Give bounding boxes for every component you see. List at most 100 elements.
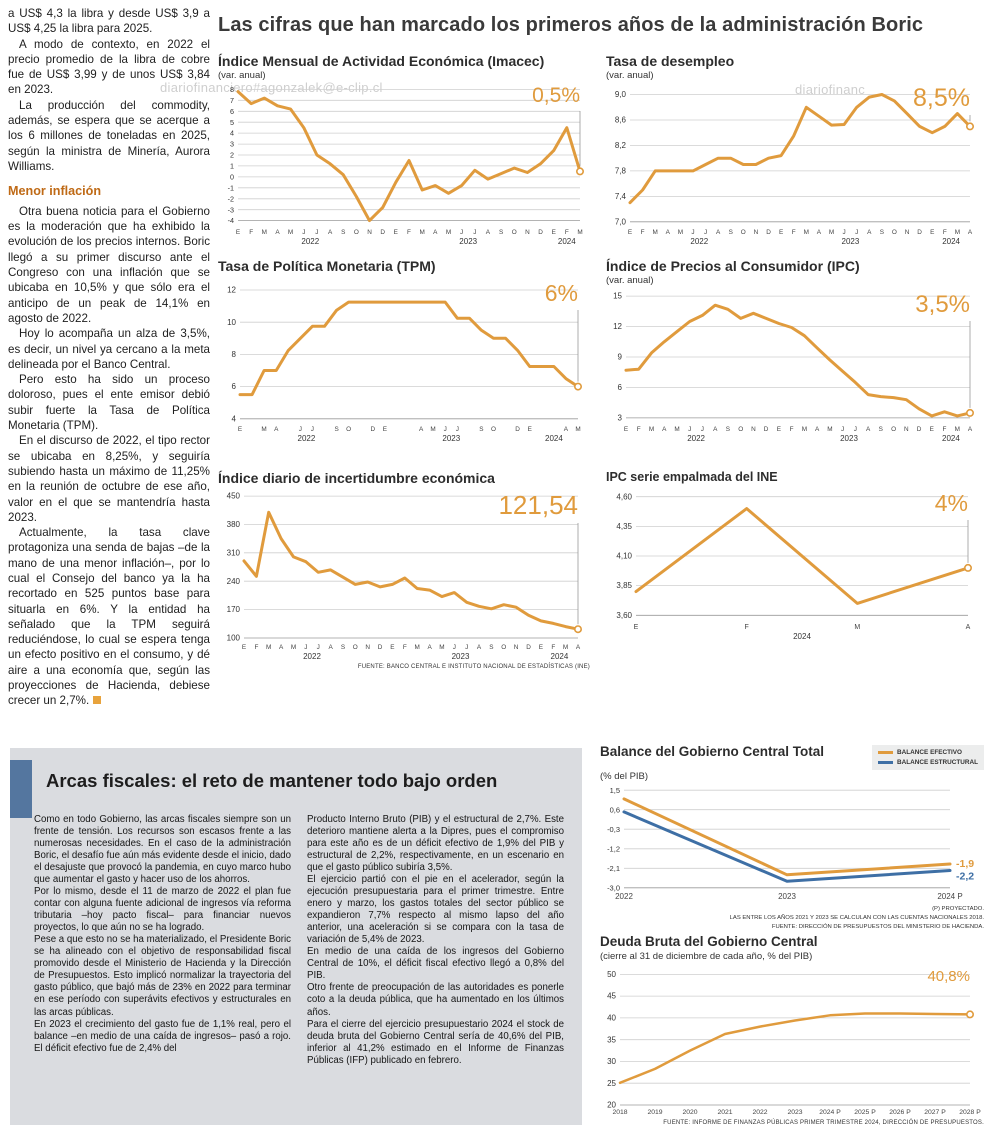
svg-text:F: F — [637, 426, 641, 433]
svg-text:1: 1 — [230, 162, 234, 171]
svg-text:F: F — [551, 644, 555, 651]
svg-text:3,60: 3,60 — [616, 611, 632, 620]
svg-text:O: O — [354, 229, 359, 236]
section-accent-bar — [10, 760, 32, 818]
svg-text:45: 45 — [607, 991, 616, 1000]
svg-text:N: N — [751, 426, 756, 433]
svg-text:E: E — [634, 624, 639, 631]
svg-text:2: 2 — [230, 151, 234, 160]
svg-text:7: 7 — [230, 96, 234, 105]
chart-ipc: Índice de Precios al Consumidor (IPC) (v… — [606, 258, 982, 444]
paragraph: Pero esto ha sido un proceso doloroso, p… — [8, 373, 210, 433]
svg-text:J: J — [473, 229, 476, 236]
svg-text:2022: 2022 — [615, 892, 633, 901]
svg-text:-3: -3 — [228, 205, 234, 214]
svg-text:M: M — [291, 644, 296, 651]
svg-text:N: N — [514, 644, 519, 651]
svg-text:6: 6 — [232, 382, 237, 391]
svg-text:N: N — [904, 426, 909, 433]
fiscal-headline: Arcas fiscales: el reto de mantener todo… — [46, 770, 498, 791]
chart-source-note: FUENTE: BANCO CENTRAL E INSTITUTO NACION… — [357, 664, 590, 670]
svg-text:E: E — [552, 229, 556, 236]
svg-text:J: J — [465, 644, 468, 651]
svg-text:F: F — [641, 229, 645, 236]
svg-text:J: J — [854, 426, 857, 433]
svg-text:J: J — [444, 426, 447, 433]
svg-text:E: E — [779, 229, 783, 236]
chart-source-note: FUENTE: INFORME DE FINANZAS PÚBLICAS PRI… — [663, 1120, 984, 1126]
svg-text:A: A — [666, 229, 671, 236]
chart-plot-area: 9,0 8,6 8,2 7,8 7,4 7,0 E F M A M J J A S O N D E F M A M J J A S O… — [606, 81, 982, 247]
svg-text:M: M — [262, 229, 267, 236]
svg-text:A: A — [817, 229, 822, 236]
svg-text:J: J — [299, 426, 302, 433]
svg-text:J: J — [704, 229, 707, 236]
svg-text:S: S — [341, 229, 345, 236]
svg-text:4: 4 — [232, 414, 237, 423]
svg-text:M: M — [439, 644, 444, 651]
svg-text:O: O — [491, 426, 496, 433]
svg-text:2018: 2018 — [612, 1109, 627, 1116]
svg-text:8,6: 8,6 — [615, 116, 627, 125]
paragraph: En 2023 el crecimiento del gasto fue de … — [34, 1018, 291, 1054]
svg-text:2023: 2023 — [842, 237, 860, 246]
svg-text:O: O — [741, 229, 746, 236]
svg-text:F: F — [745, 624, 749, 631]
svg-text:8,2: 8,2 — [615, 141, 627, 150]
paragraph: En medio de una caída de los ingresos de… — [307, 946, 564, 982]
svg-text:A: A — [427, 644, 432, 651]
desempleo-svg: 9,08,68,27,87,47,0E F M A M J J A S O N D E F M A M J J A S O… — [615, 84, 974, 246]
paragraph: La producción del commodity, además, se … — [8, 98, 210, 173]
svg-text:-1: -1 — [228, 183, 234, 192]
svg-text:M: M — [446, 229, 451, 236]
svg-text:A: A — [486, 229, 491, 236]
svg-text:D: D — [526, 644, 531, 651]
svg-text:J: J — [701, 426, 704, 433]
svg-text:O: O — [891, 426, 896, 433]
svg-text:2024: 2024 — [545, 434, 563, 443]
svg-text:D: D — [380, 229, 385, 236]
svg-text:6%: 6% — [545, 280, 578, 306]
svg-text:J: J — [311, 426, 314, 433]
svg-text:380: 380 — [227, 520, 241, 529]
svg-text:E: E — [539, 644, 543, 651]
svg-text:M: M — [955, 426, 960, 433]
chart-balance: Balance del Gobierno Central Total BALAN… — [600, 744, 984, 932]
ine-svg: 4,60 4,35 4,10 3,85 3,60E F M A 2024 4% — [616, 490, 972, 641]
chart-title: Tasa de Política Monetaria (TPM) — [218, 258, 436, 274]
chart-plot-area: 450 380 310 240 170 100 E F M A M J J A S O N D E F M A M J J A S O… — [218, 486, 590, 662]
balance-legend: BALANCE EFECTIVO BALANCE ESTRUCTURAL — [872, 745, 984, 770]
chart-subtitle: (var. anual) — [606, 275, 654, 287]
svg-text:E: E — [777, 426, 781, 433]
svg-text:8: 8 — [230, 85, 234, 94]
svg-text:50: 50 — [607, 970, 616, 979]
svg-text:2023: 2023 — [442, 434, 460, 443]
svg-text:E: E — [628, 229, 632, 236]
fiscal-columns: Como en todo Gobierno, las arcas fiscale… — [34, 814, 564, 1067]
svg-text:M: M — [288, 229, 293, 236]
svg-text:4%: 4% — [935, 490, 968, 516]
chart-title: Balance del Gobierno Central Total — [600, 744, 825, 759]
svg-text:N: N — [525, 229, 530, 236]
svg-text:S: S — [479, 426, 483, 433]
paragraph: Como en todo Gobierno, las arcas fiscale… — [34, 814, 291, 886]
svg-text:E: E — [930, 229, 934, 236]
svg-text:2027 P: 2027 P — [924, 1109, 946, 1116]
chart-subtitle: (% del PIB) — [600, 771, 649, 782]
legend-swatch-efectivo — [878, 751, 894, 754]
svg-text:-2,2: -2,2 — [956, 871, 974, 883]
svg-text:450: 450 — [227, 492, 241, 501]
svg-text:J: J — [315, 229, 318, 236]
svg-text:J: J — [460, 229, 463, 236]
svg-text:-2: -2 — [228, 194, 234, 203]
chart-incertidumbre: Índice diario de incertidumbre económica… — [218, 470, 590, 670]
paragraph: Otra buena noticia para el Gobierno es l… — [8, 204, 210, 325]
svg-text:A: A — [576, 644, 581, 651]
svg-text:J: J — [317, 644, 320, 651]
svg-text:F: F — [565, 229, 569, 236]
svg-text:F: F — [403, 644, 407, 651]
note-projected: (P) PROYECTADO. — [932, 906, 984, 913]
svg-text:M: M — [430, 426, 435, 433]
svg-text:12: 12 — [227, 286, 236, 295]
